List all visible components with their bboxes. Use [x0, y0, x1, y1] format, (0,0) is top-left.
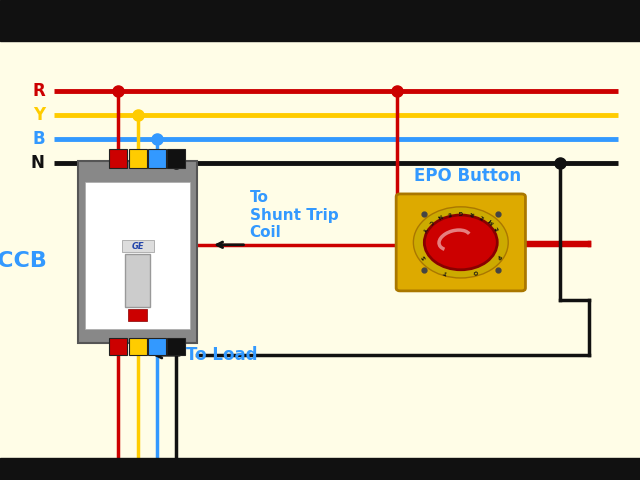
Text: R: R: [32, 82, 45, 100]
Text: T: T: [444, 268, 449, 275]
Bar: [0, 0, 640, 41]
Text: N: N: [436, 213, 442, 219]
Bar: [129, 149, 147, 168]
Text: E: E: [495, 226, 500, 231]
Bar: [148, 149, 166, 168]
Text: O: O: [472, 268, 479, 275]
Bar: [109, 149, 127, 168]
Text: Y: Y: [421, 226, 427, 231]
Circle shape: [424, 215, 497, 270]
Text: To Load: To Load: [186, 346, 257, 364]
Bar: [122, 240, 154, 252]
Text: EPO Button: EPO Button: [413, 167, 521, 185]
Bar: [109, 338, 127, 355]
Text: S: S: [421, 253, 427, 259]
Bar: [148, 338, 166, 355]
FancyBboxPatch shape: [396, 194, 525, 291]
Text: GE: GE: [131, 242, 144, 251]
Text: N: N: [31, 154, 45, 172]
Text: E: E: [447, 210, 452, 216]
Circle shape: [413, 207, 508, 278]
Text: G: G: [458, 209, 463, 214]
Text: B: B: [32, 130, 45, 148]
Bar: [167, 149, 185, 168]
Text: C: C: [428, 218, 434, 225]
Text: P: P: [495, 253, 500, 259]
Text: R: R: [469, 210, 475, 216]
Text: E: E: [479, 213, 485, 219]
Text: M: M: [488, 217, 495, 225]
Bar: [0, 458, 640, 480]
Text: MCCB: MCCB: [0, 251, 47, 271]
Bar: [85, 182, 191, 329]
Bar: [128, 309, 147, 321]
Text: Y: Y: [33, 106, 45, 124]
Text: To
Shunt Trip
Coil: To Shunt Trip Coil: [250, 190, 338, 240]
Bar: [79, 161, 197, 343]
Bar: [167, 338, 185, 355]
Bar: [129, 338, 147, 355]
Bar: [125, 254, 150, 307]
